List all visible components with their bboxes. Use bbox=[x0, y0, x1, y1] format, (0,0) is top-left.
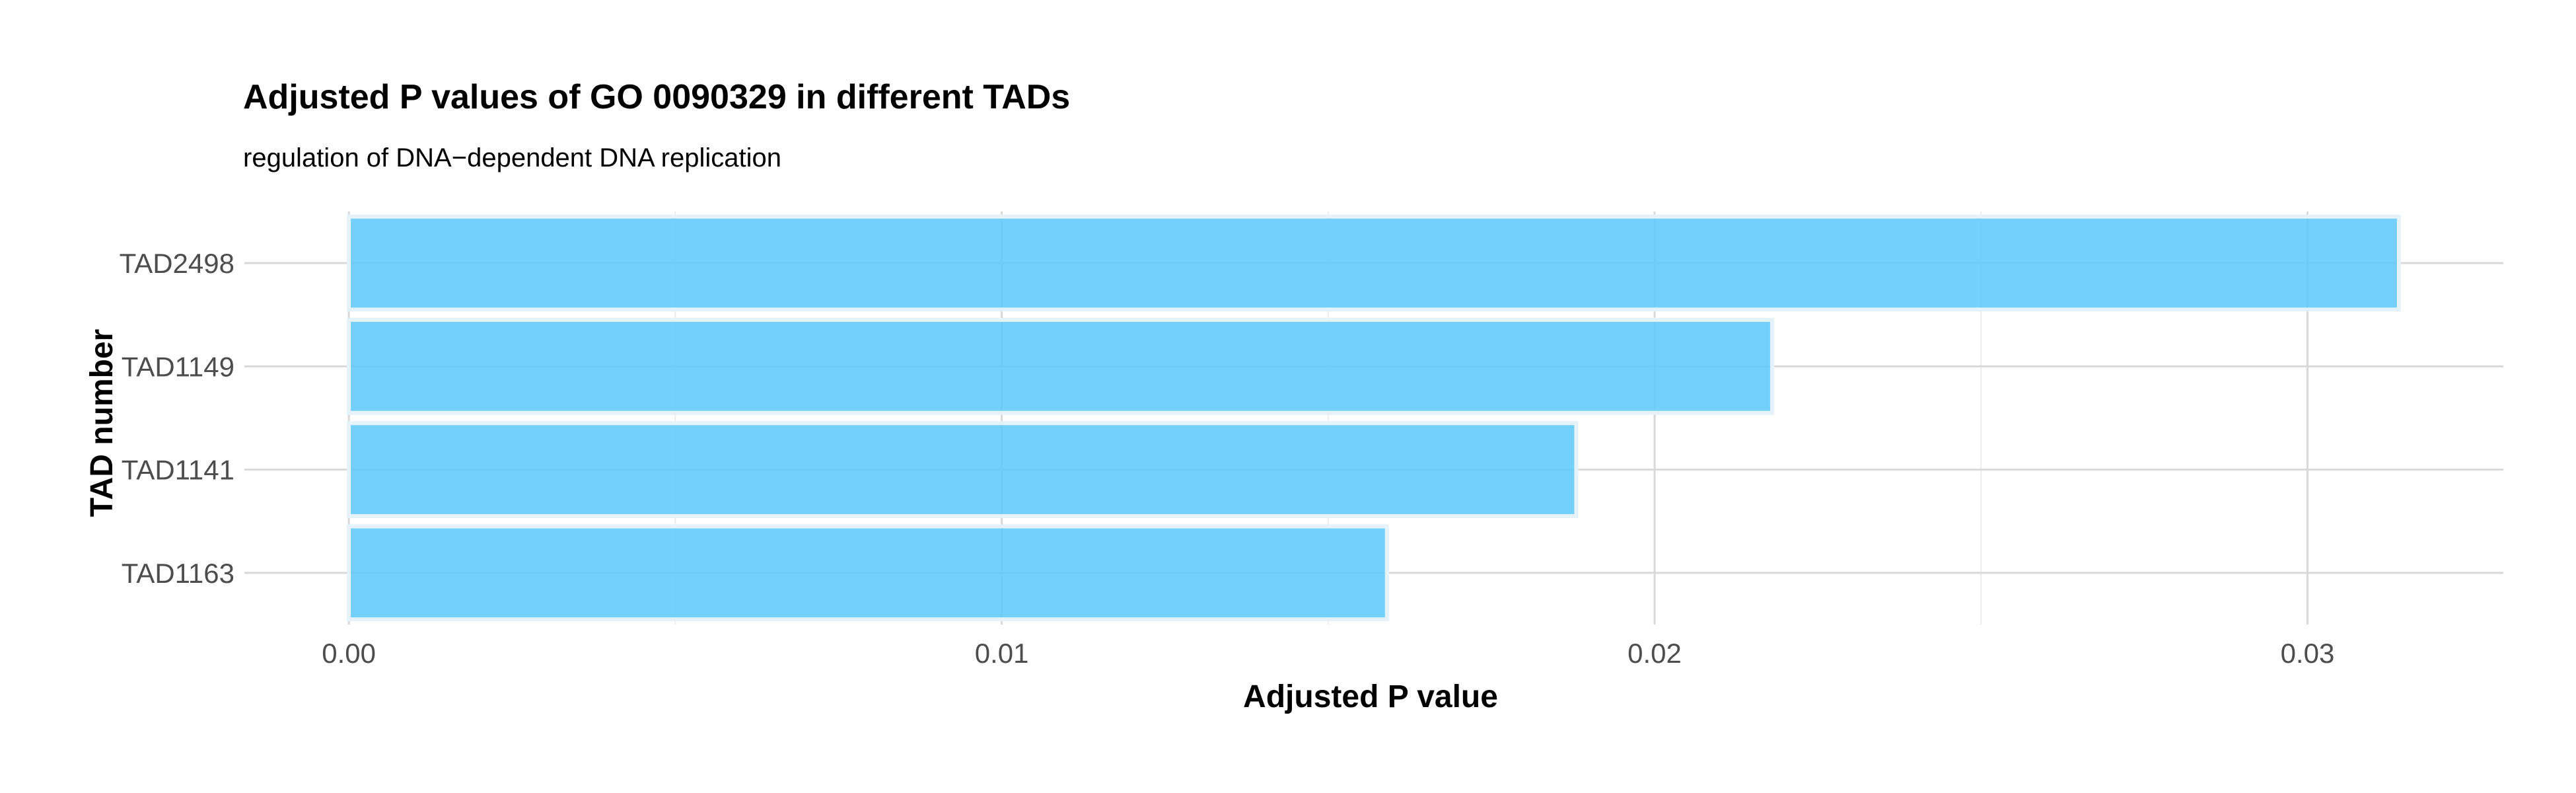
chart-subtitle: regulation of DNA−dependent DNA replicat… bbox=[243, 143, 781, 172]
x-tick-label: 0.00 bbox=[322, 638, 376, 669]
x-tick-label: 0.01 bbox=[975, 638, 1029, 669]
x-axis-tick-labels: 0.00 0.01 0.02 0.03 bbox=[322, 638, 2334, 669]
x-tick-label: 0.03 bbox=[2281, 638, 2335, 669]
bars bbox=[347, 214, 2401, 622]
bar bbox=[347, 421, 1579, 518]
x-tick-label: 0.02 bbox=[1628, 638, 1682, 669]
y-tick-label: TAD2498 bbox=[120, 248, 234, 279]
y-axis-title: TAD number bbox=[85, 329, 120, 517]
bar bbox=[347, 524, 1389, 622]
y-axis-tick-labels: TAD2498 TAD1149 TAD1141 TAD1163 bbox=[120, 248, 234, 589]
y-tick-label: TAD1141 bbox=[122, 455, 234, 486]
y-tick-label: TAD1163 bbox=[122, 558, 234, 589]
bar bbox=[347, 318, 1774, 415]
chart-title: Adjusted P values of GO 0090329 in diffe… bbox=[243, 78, 1070, 116]
bar bbox=[347, 214, 2401, 312]
y-tick-label: TAD1149 bbox=[122, 351, 234, 382]
x-axis-title: Adjusted P value bbox=[1243, 679, 1498, 714]
